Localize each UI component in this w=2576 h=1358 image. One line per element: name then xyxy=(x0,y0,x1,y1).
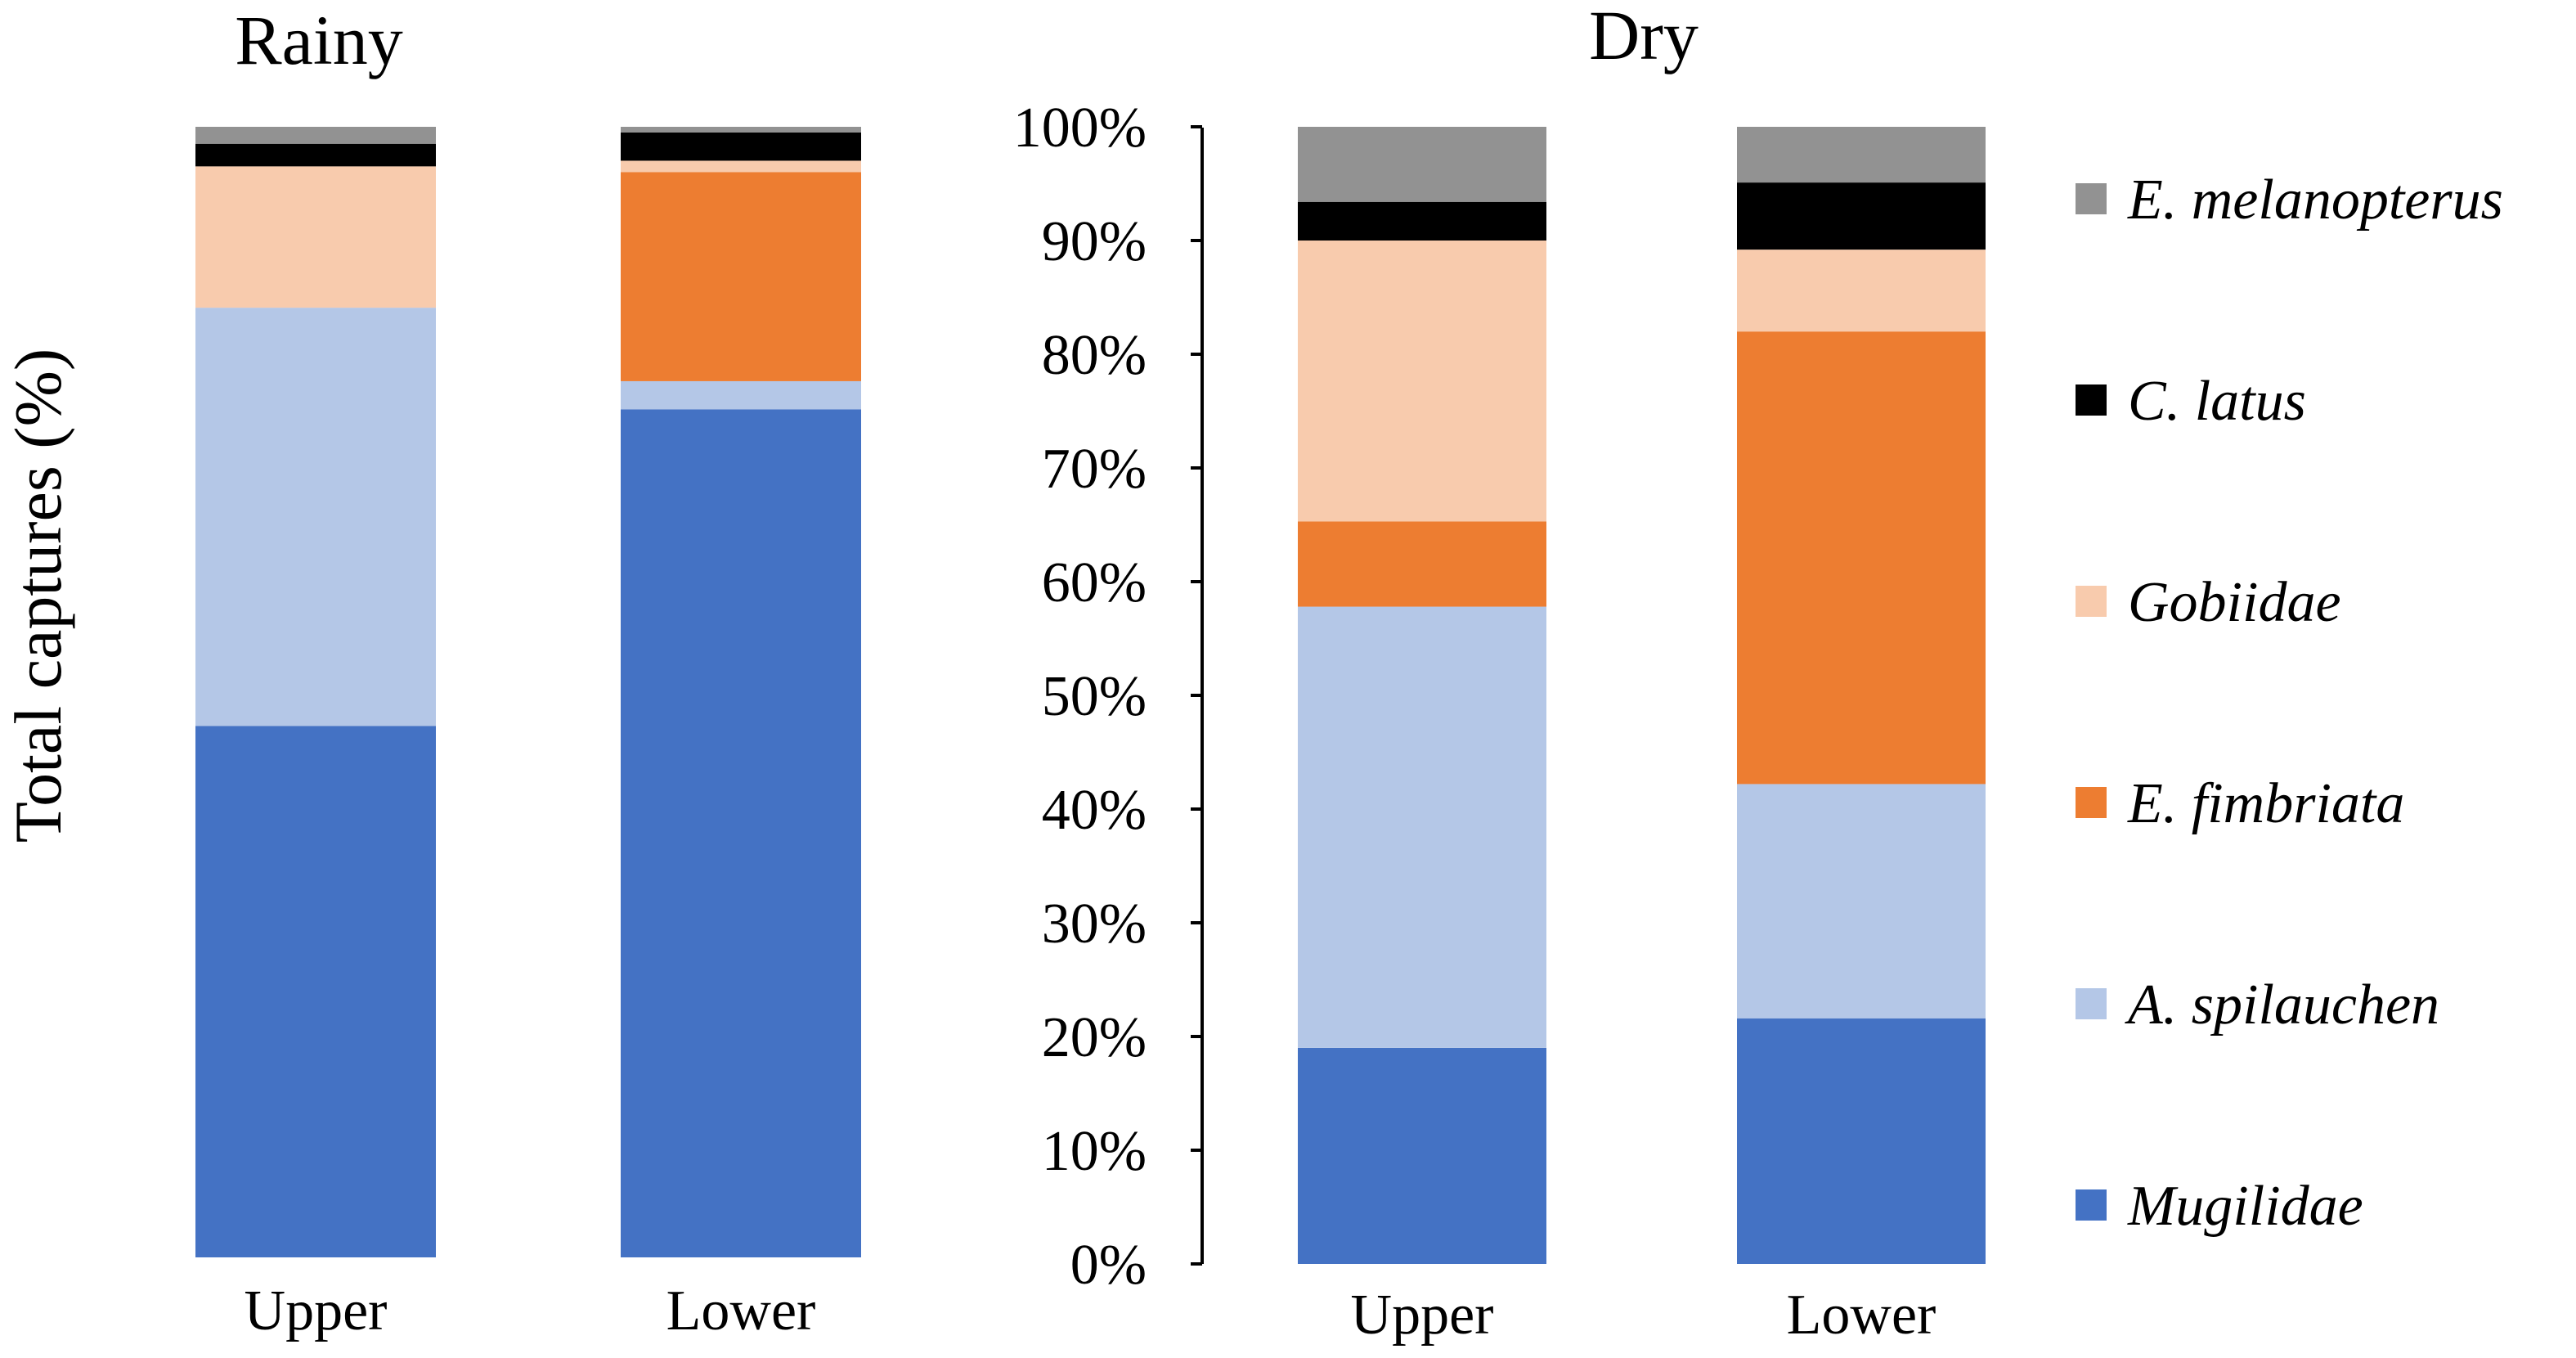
y-tick-label: 100% xyxy=(1013,97,1147,160)
y-tick-label: 60% xyxy=(1042,551,1147,614)
legend-swatch-mugilidae xyxy=(2076,1189,2107,1221)
legend-label-mugilidae: Mugilidae xyxy=(2127,1175,2363,1238)
legend-label-a-spilauchen: A. spilauchen xyxy=(2125,974,2439,1036)
y-tick-label: 20% xyxy=(1042,1006,1147,1069)
bar-segment-upper-e-melanopterus xyxy=(195,127,436,144)
bar-segment-upper-c-latus xyxy=(1298,201,1546,241)
bar-segment-upper-a-spilauchen xyxy=(195,308,436,726)
bar-segment-upper-c-latus xyxy=(195,143,436,167)
bar-segment-lower-a-spilauchen xyxy=(621,380,861,410)
y-tick-label: 90% xyxy=(1042,210,1147,273)
legend-swatch-a-spilauchen xyxy=(2076,988,2107,1019)
bar-segment-lower-e-fimbriata xyxy=(621,172,861,381)
category-label-lower: Lower xyxy=(666,1279,816,1342)
bar-segment-lower-gobiidae xyxy=(1737,250,1986,332)
dry-chart-title: Dry xyxy=(1589,0,1699,74)
dry-plot: 0% 10% 20% 30% 40% 50% 60% 70% 80% 90% 100% Upper Lo… xyxy=(1013,97,1986,1347)
rainy-plot: Upper Lower xyxy=(195,127,861,1342)
y-tick-label: 0% xyxy=(1070,1234,1147,1297)
category-label-upper: Upper xyxy=(1351,1284,1494,1347)
legend-label-e-fimbriata: E. fimbriata xyxy=(2127,772,2404,835)
y-tick-label: 50% xyxy=(1042,665,1147,728)
bar-segment-lower-mugilidae xyxy=(1737,1018,1986,1264)
legend-label-gobiidae: Gobiidae xyxy=(2128,571,2341,634)
bar-segment-upper-e-melanopterus xyxy=(1298,127,1546,202)
bar-segment-lower-c-latus xyxy=(1737,182,1986,250)
bar-segment-upper-a-spilauchen xyxy=(1298,606,1546,1048)
bar-segment-upper-e-fimbriata xyxy=(1298,521,1546,607)
bar-segment-lower-e-fimbriata xyxy=(1737,331,1986,785)
legend-swatch-c-latus xyxy=(2076,384,2107,416)
y-tick-label: 70% xyxy=(1042,438,1147,501)
y-tick-label: 80% xyxy=(1042,324,1147,387)
y-tick-label: 30% xyxy=(1042,893,1147,956)
bar-segment-lower-e-melanopterus xyxy=(621,127,861,133)
legend-swatch-e-melanopterus xyxy=(2076,183,2107,214)
bar-segment-lower-c-latus xyxy=(621,132,861,161)
bar-segment-upper-mugilidae xyxy=(1298,1047,1546,1264)
bar-segment-lower-mugilidae xyxy=(621,409,861,1257)
legend-label-c-latus: C. latus xyxy=(2128,370,2306,433)
category-label-upper: Upper xyxy=(245,1279,388,1342)
legend-label-e-melanopterus: E. melanopterus xyxy=(2127,169,2503,232)
bar-segment-upper-gobiidae xyxy=(195,166,436,308)
y-tick-label: 10% xyxy=(1042,1120,1147,1183)
bar-segment-upper-gobiidae xyxy=(1298,241,1546,522)
bar-segment-lower-a-spilauchen xyxy=(1737,784,1986,1019)
legend: E. melanopterus C. latus Gobiidae E. fimbri… xyxy=(2076,169,2503,1238)
category-label-lower: Lower xyxy=(1787,1284,1936,1347)
rainy-chart-title: Rainy xyxy=(235,1,402,79)
y-axis-label: Total captures (%) xyxy=(1,348,75,843)
bar-segment-lower-e-melanopterus xyxy=(1737,127,1986,183)
y-tick-label: 40% xyxy=(1042,779,1147,842)
bar-segment-lower-gobiidae xyxy=(621,160,861,173)
legend-swatch-gobiidae xyxy=(2076,586,2107,617)
legend-swatch-e-fimbriata xyxy=(2076,787,2107,818)
bar-segment-upper-mugilidae xyxy=(195,726,436,1257)
